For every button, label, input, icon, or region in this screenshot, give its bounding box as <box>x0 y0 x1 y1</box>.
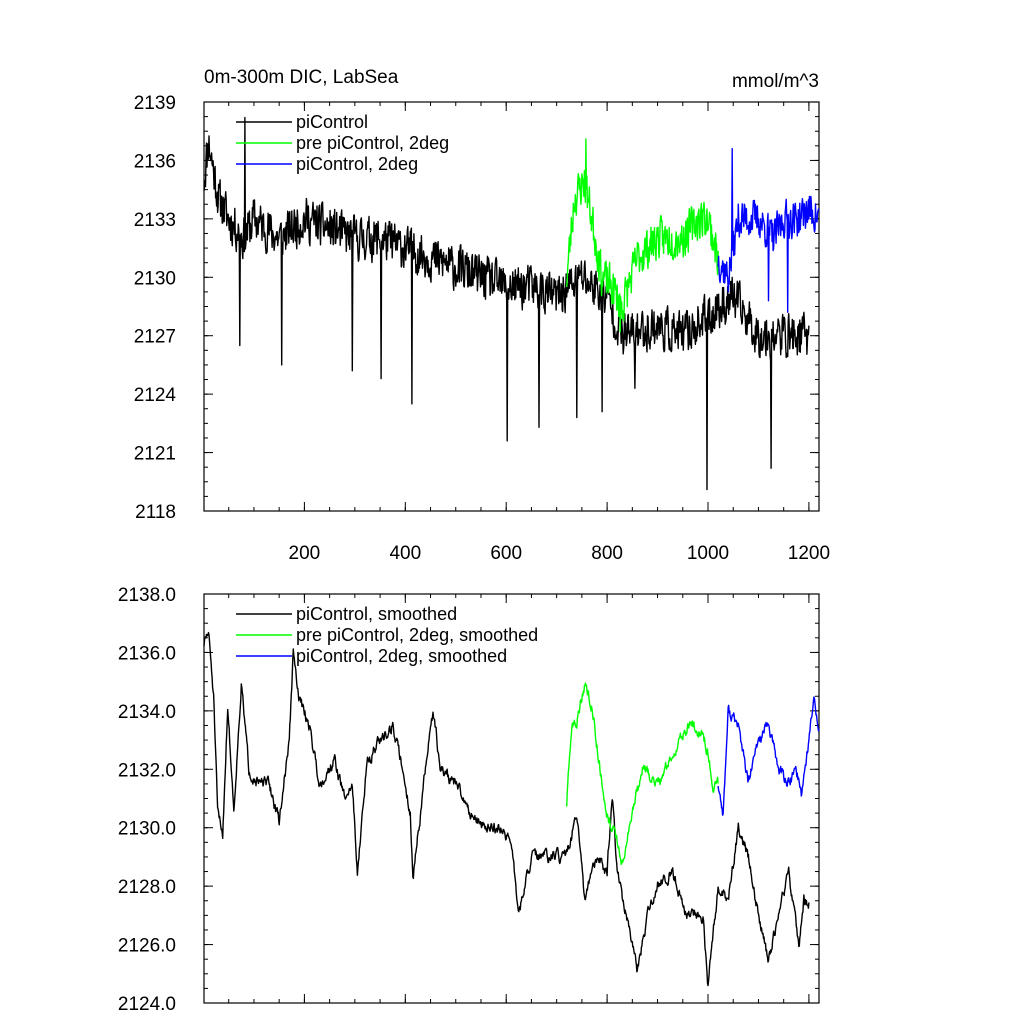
bottom-ytick-label: 2126.0 <box>118 936 176 957</box>
top-series-pre-picontrol-2deg <box>566 138 719 333</box>
bottom-ytick-label: 2124.0 <box>118 994 176 1015</box>
top-legend-label: piControl, 2deg <box>296 154 418 174</box>
bottom-series-picontrol-smoothed <box>203 631 810 987</box>
top-title-left: 0m-300m DIC, LabSea <box>204 67 399 88</box>
bottom-ytick-label: 2132.0 <box>118 760 176 781</box>
bottom-legend-label: pre piControl, 2deg, smoothed <box>296 625 538 645</box>
top-xtick-label: 800 <box>591 543 623 564</box>
top-ytick-label: 2133 <box>134 210 176 231</box>
top-xtick-label: 1200 <box>788 543 830 564</box>
top-xtick-label: 400 <box>389 543 421 564</box>
top-ytick-label: 2124 <box>134 385 177 406</box>
bottom-panel: 2124.0 2126.0 2128.0 2130.0 2132.0 2134.0 2136… <box>118 585 820 1015</box>
top-xtick-label: 1000 <box>687 543 729 564</box>
bottom-legend-label: piControl, smoothed <box>296 604 457 624</box>
bottom-ytick-label: 2136.0 <box>118 643 176 664</box>
bottom-ytick-label: 2138.0 <box>118 585 176 606</box>
top-panel: 0m-300m DIC, LabSea mmol/m^3 2118 2121 212… <box>134 67 830 564</box>
bottom-ytick-label: 2128.0 <box>118 877 176 898</box>
top-xtick-label: 600 <box>490 543 522 564</box>
top-xtick-label: 200 <box>289 543 321 564</box>
top-ytick-label: 2139 <box>134 93 176 114</box>
top-legend-label: pre piControl, 2deg <box>296 133 449 153</box>
top-ytick-label: 2130 <box>134 268 176 289</box>
top-ytick-label: 2136 <box>134 151 176 172</box>
top-legend-label: piControl <box>296 112 368 132</box>
top-series-picontrol <box>203 116 810 491</box>
top-series-picontrol-2deg <box>717 147 820 313</box>
bottom-series-pre-picontrol-2deg-smoothed <box>566 682 719 866</box>
bottom-ytick-label: 2134.0 <box>118 702 176 723</box>
top-ytick-label: 2127 <box>134 327 176 348</box>
top-ytick-label: 2121 <box>134 444 176 465</box>
top-ytick-label: 2118 <box>135 502 176 523</box>
bottom-legend-label: piControl, 2deg, smoothed <box>296 646 507 666</box>
bottom-ytick-label: 2130.0 <box>118 819 176 840</box>
bottom-series-picontrol-2deg-smoothed <box>717 696 820 816</box>
top-title-right: mmol/m^3 <box>732 71 819 92</box>
